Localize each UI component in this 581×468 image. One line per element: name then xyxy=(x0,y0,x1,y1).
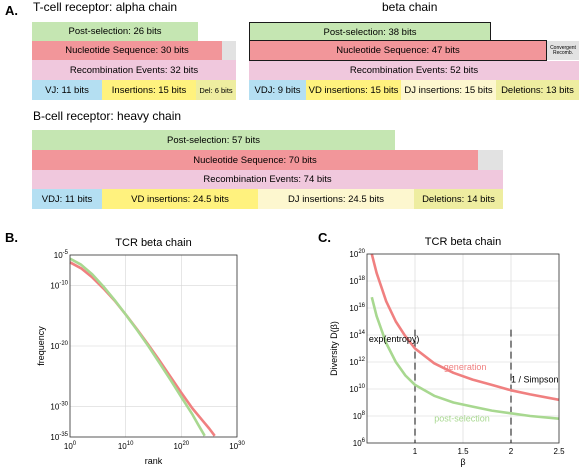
chart-c-xtick-2: 2 xyxy=(509,447,514,456)
chart-b-ytick-2: 10-20 xyxy=(50,341,68,351)
beta-recombination-bar: Recombination Events: 52 bits xyxy=(249,61,579,80)
chart-b-ytick-3: 10-30 xyxy=(50,402,68,412)
chart-c-xtick-3: 2.5 xyxy=(553,447,565,456)
chart-c-series-0 xyxy=(370,253,560,402)
chart-c-xtick-0: 1 xyxy=(413,447,418,456)
chart-c-ytick-6: 1018 xyxy=(349,276,365,286)
alpha-nucleotide-bar: Nucleotide Sequence: 30 bits xyxy=(32,41,222,60)
chart-b-ytick-0: 10-5 xyxy=(54,250,69,260)
chart-c-ytick-1: 108 xyxy=(353,411,366,421)
chart-b-ytick-4: 10-35 xyxy=(50,432,68,442)
panel-label-c: C. xyxy=(318,230,331,245)
heavy-post-selection-bar: Post-selection: 57 bits xyxy=(32,130,395,150)
chart-c-label-post-selection: post-selection xyxy=(434,413,490,423)
diversity-chart: TCR beta chain 1 1.5 2 2.5 106 108 1010 1012 1014… xyxy=(329,236,565,467)
alpha-chain-title: T-cell receptor: alpha chain xyxy=(33,0,178,14)
rank-frequency-chart: TCR beta chain 100 1010 1020 1030 10-5 10-10 10… xyxy=(36,237,245,466)
beta-chain-title: beta chain xyxy=(382,0,438,14)
alpha-post-selection-bar: Post-selection: 26 bits xyxy=(32,22,198,41)
chart-c-ylabel: Diversity D(β) xyxy=(329,321,339,376)
beta-convergent-bar: Convergent Recomb. xyxy=(547,41,579,60)
chart-c-title: TCR beta chain xyxy=(425,236,501,248)
chart-b-series-1 xyxy=(69,257,206,437)
heavy-recombination-bar: Recombination Events: 74 bits xyxy=(32,170,503,189)
panel-label-b: B. xyxy=(5,230,18,245)
beta-dj-insertions-bar: DJ insertions: 15 bits xyxy=(401,80,496,100)
heavy-chain-title: B-cell receptor: heavy chain xyxy=(33,109,182,123)
alpha-vj-bar: VJ: 11 bits xyxy=(32,80,102,100)
chart-b-ytick-1: 10-10 xyxy=(50,280,68,290)
chart-c-ytick-4: 1014 xyxy=(349,330,365,340)
chart-b-frame xyxy=(69,254,238,438)
alpha-insertions-bar: Insertions: 15 bits xyxy=(102,80,196,100)
heavy-vd-insertions-bar: VD insertions: 24.5 bits xyxy=(102,189,258,209)
alpha-deletions-bar: Del: 6 bits xyxy=(196,80,236,100)
alpha-convergent-bar xyxy=(222,41,236,60)
chart-c-ytick-5: 1016 xyxy=(349,303,365,313)
heavy-nucleotide-bar: Nucleotide Sequence: 70 bits xyxy=(32,150,478,170)
chart-c-annotation-simpson: 1 / Simpson xyxy=(511,374,559,384)
chart-b-title: TCR beta chain xyxy=(115,237,191,249)
beta-post-selection-bar: Post-selection: 38 bits xyxy=(249,22,491,42)
heavy-vdj-bar: VDJ: 11 bits xyxy=(32,189,102,209)
chart-b-xtick-3: 1030 xyxy=(229,441,245,451)
heavy-deletions-bar: Deletions: 14 bits xyxy=(414,189,503,209)
chart-c-label-generation: generation xyxy=(444,362,487,372)
chart-b-xtick-2: 1020 xyxy=(174,441,190,451)
chart-b-xlabel: rank xyxy=(145,456,163,466)
chart-c-xlabel: β xyxy=(460,457,465,467)
chart-c-ytick-2: 1010 xyxy=(349,384,365,394)
beta-deletions-bar: Deletions: 13 bits xyxy=(496,80,579,100)
chart-b-ylabel: frequency xyxy=(36,326,46,366)
chart-c-annotation-entropy: exp(entropy) xyxy=(369,334,420,344)
chart-c-xtick-1: 1.5 xyxy=(457,447,469,456)
beta-vd-insertions-bar: VD insertions: 15 bits xyxy=(306,80,401,100)
chart-c-ytick-0: 106 xyxy=(353,438,366,448)
panel-label-a: A. xyxy=(5,3,18,18)
chart-b-xtick-1: 1010 xyxy=(118,441,134,451)
heavy-convergent-bar xyxy=(478,150,503,170)
heavy-dj-insertions-bar: DJ insertions: 24.5 bits xyxy=(258,189,414,209)
chart-c-frame xyxy=(366,253,560,444)
chart-b-xtick-0: 100 xyxy=(64,441,77,451)
beta-nucleotide-bar: Nucleotide Sequence: 47 bits xyxy=(249,40,547,61)
chart-c-series-1 xyxy=(370,296,560,420)
beta-vdj-bar: VDJ: 9 bits xyxy=(249,80,306,100)
chart-c-ytick-7: 1020 xyxy=(349,249,365,259)
chart-c-ytick-3: 1012 xyxy=(349,357,365,367)
alpha-recombination-bar: Recombination Events: 32 bits xyxy=(32,60,236,80)
